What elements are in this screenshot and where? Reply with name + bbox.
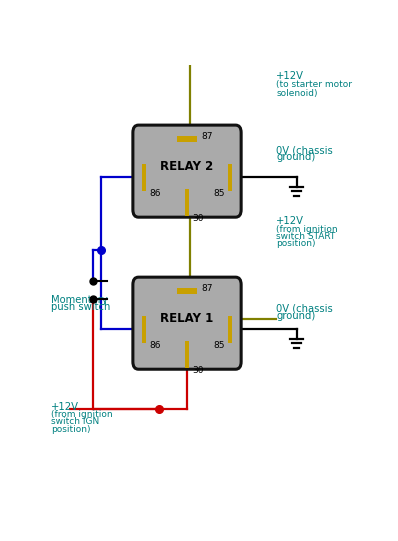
Text: +12V: +12V: [277, 216, 304, 226]
Bar: [177, 288, 197, 294]
Text: ground): ground): [277, 153, 316, 162]
FancyBboxPatch shape: [133, 277, 241, 369]
Bar: [228, 316, 232, 343]
Text: RELAY 2: RELAY 2: [160, 160, 214, 173]
Bar: [228, 164, 232, 191]
Text: switch START: switch START: [277, 232, 336, 241]
Text: RELAY 1: RELAY 1: [160, 312, 214, 325]
Text: 0V (chassis: 0V (chassis: [277, 304, 333, 314]
Text: 85: 85: [213, 341, 224, 350]
Text: +12V: +12V: [51, 403, 79, 412]
Bar: [142, 164, 146, 191]
Text: (from ignition: (from ignition: [51, 410, 113, 419]
Text: 86: 86: [150, 189, 161, 197]
Text: +12V: +12V: [277, 71, 304, 81]
Text: 85: 85: [213, 189, 224, 197]
FancyBboxPatch shape: [133, 125, 241, 217]
Text: (to starter motor: (to starter motor: [277, 80, 353, 89]
Text: (from ignition: (from ignition: [277, 225, 338, 234]
Bar: [185, 341, 189, 368]
Text: 30: 30: [193, 366, 204, 375]
Text: 0V (chassis: 0V (chassis: [277, 146, 333, 155]
Bar: [142, 316, 146, 343]
Text: 87: 87: [201, 133, 213, 141]
Text: ground): ground): [277, 311, 316, 321]
Text: Momentary: Momentary: [51, 295, 108, 305]
Bar: [185, 189, 189, 216]
Bar: [177, 136, 197, 142]
Text: solenoid): solenoid): [277, 89, 318, 98]
Text: 30: 30: [193, 214, 204, 223]
Text: 86: 86: [150, 341, 161, 350]
Text: 87: 87: [201, 285, 213, 293]
Text: position): position): [51, 425, 91, 433]
Text: push switch: push switch: [51, 302, 111, 312]
Text: position): position): [277, 239, 316, 248]
Text: switch IGN: switch IGN: [51, 418, 100, 426]
